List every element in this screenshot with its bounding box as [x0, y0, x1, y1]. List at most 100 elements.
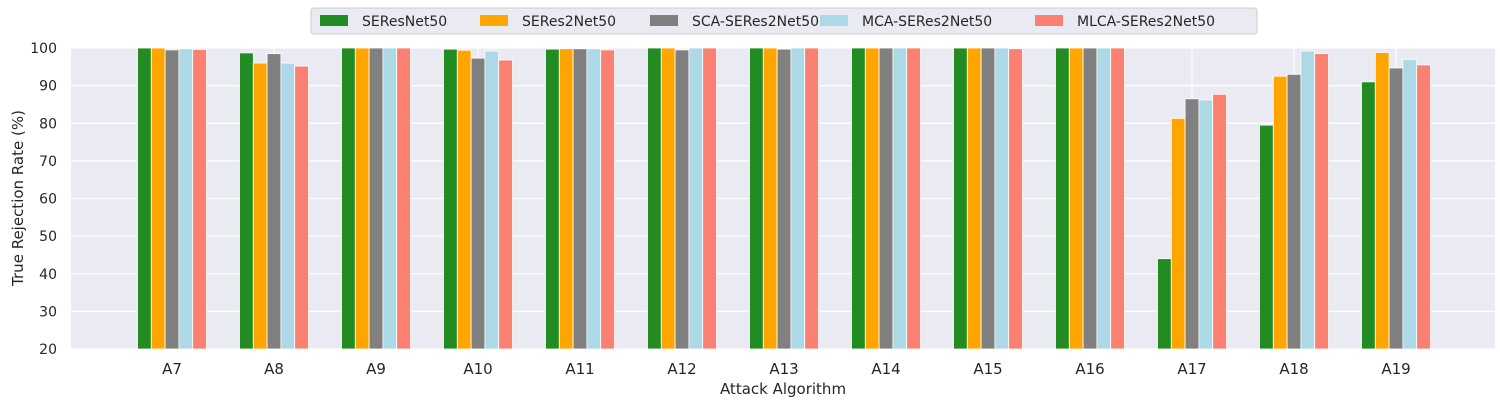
- bar-seres2net50: [252, 62, 268, 350]
- bar-sca-seres2net50: [674, 49, 690, 350]
- bar-mlca-seres2net50: [702, 47, 717, 350]
- bar-mlca-seres2net50: [1008, 48, 1023, 350]
- bar-seresnet50: [647, 47, 662, 350]
- bar-mca-seres2net50: [382, 47, 398, 350]
- x-tick-label: A12: [667, 360, 696, 378]
- x-tick-label: A18: [1279, 360, 1308, 378]
- bar-seres2net50: [1170, 117, 1186, 350]
- legend-label: MCA-SERes2Net50: [862, 14, 992, 30]
- bar-seresnet50: [1157, 258, 1172, 350]
- y-tick-label: 50: [39, 229, 57, 245]
- bar-seres2net50: [1374, 52, 1390, 350]
- bar-seresnet50: [1259, 124, 1274, 350]
- bar-sca-seres2net50: [470, 57, 486, 350]
- y-tick-label: 30: [39, 304, 57, 320]
- bar-sca-seres2net50: [164, 49, 180, 350]
- bar-mlca-seres2net50: [906, 47, 921, 350]
- y-tick-label: 40: [39, 267, 57, 283]
- bar-seres2net50: [1272, 75, 1288, 350]
- x-tick-label: A8: [264, 360, 284, 378]
- bar-mca-seres2net50: [178, 48, 194, 350]
- bar-seresnet50: [953, 47, 968, 350]
- x-axis: A7 A8 A9 A10 A11 A12 A13 A14 A15 A16 A17 A18 A19: [162, 360, 1411, 378]
- bar-sca-seres2net50: [1388, 67, 1404, 350]
- bar-seres2net50: [558, 48, 574, 350]
- x-tick-label: A19: [1381, 360, 1410, 378]
- x-tick-label: A7: [162, 360, 182, 378]
- bar-seresnet50: [851, 47, 866, 350]
- bar-mlca-seres2net50: [192, 49, 207, 350]
- bar-sca-seres2net50: [1082, 47, 1098, 350]
- legend-swatch: [650, 15, 678, 26]
- y-tick-label: 90: [39, 79, 57, 95]
- x-tick-label: A11: [565, 360, 594, 378]
- bar-mca-seres2net50: [1096, 47, 1112, 350]
- bar-seresnet50: [545, 48, 560, 350]
- bar-mca-seres2net50: [994, 47, 1010, 350]
- bar-seresnet50: [137, 47, 152, 350]
- bar-sca-seres2net50: [980, 47, 996, 350]
- bar-seresnet50: [239, 52, 254, 350]
- bar-sca-seres2net50: [1184, 98, 1200, 350]
- bar-sca-seres2net50: [266, 53, 282, 350]
- bar-mca-seres2net50: [1402, 58, 1418, 350]
- legend: SEResNet50 SERes2Net50 SCA-SERes2Net50 MCA-…: [310, 7, 1258, 35]
- x-tick-label: A13: [769, 360, 798, 378]
- bar-seresnet50: [1361, 81, 1376, 350]
- y-tick-label: 100: [30, 41, 57, 57]
- bar-seres2net50: [354, 47, 370, 350]
- bar-seres2net50: [456, 49, 472, 350]
- bars: [137, 47, 1431, 350]
- bar-mlca-seres2net50: [396, 47, 411, 350]
- bar-mlca-seres2net50: [294, 65, 309, 350]
- bar-sca-seres2net50: [368, 47, 384, 350]
- legend-label: MLCA-SERes2Net50: [1077, 14, 1215, 30]
- bar-mca-seres2net50: [688, 47, 704, 350]
- legend-label: SERes2Net50: [522, 14, 616, 30]
- bar-sca-seres2net50: [878, 47, 894, 350]
- legend-swatch: [820, 15, 848, 26]
- bar-seresnet50: [341, 47, 356, 350]
- legend-label: SCA-SERes2Net50: [692, 14, 819, 30]
- x-tick-label: A16: [1075, 360, 1104, 378]
- bar-mca-seres2net50: [1198, 99, 1214, 350]
- bar-seres2net50: [864, 47, 880, 350]
- x-tick-label: A9: [366, 360, 386, 378]
- y-axis: 20 30 40 50 60 70 80 90 100: [30, 41, 57, 358]
- bar-seres2net50: [660, 47, 676, 350]
- y-tick-label: 70: [39, 154, 57, 170]
- bar-sca-seres2net50: [1286, 73, 1302, 350]
- bar-mca-seres2net50: [484, 50, 500, 350]
- bar-mlca-seres2net50: [804, 47, 819, 350]
- bar-mlca-seres2net50: [498, 59, 513, 350]
- x-tick-label: A14: [871, 360, 900, 378]
- bar-seres2net50: [966, 47, 982, 350]
- legend-swatch: [1035, 15, 1063, 26]
- bar-seres2net50: [762, 47, 778, 350]
- bar-mlca-seres2net50: [1212, 93, 1227, 350]
- bar-sca-seres2net50: [572, 48, 588, 350]
- bar-mlca-seres2net50: [1110, 47, 1125, 350]
- legend-swatch: [320, 15, 348, 26]
- y-tick-label: 60: [39, 192, 57, 208]
- bar-seresnet50: [749, 47, 764, 350]
- x-tick-label: A10: [463, 360, 492, 378]
- x-tick-label: A17: [1177, 360, 1206, 378]
- bar-seresnet50: [1055, 47, 1070, 350]
- bar-mca-seres2net50: [790, 47, 806, 350]
- bar-sca-seres2net50: [776, 48, 792, 350]
- legend-label: SEResNet50: [362, 14, 447, 30]
- bar-mlca-seres2net50: [1314, 53, 1329, 350]
- bar-seresnet50: [443, 48, 458, 350]
- bar-mca-seres2net50: [586, 48, 602, 350]
- legend-box: [310, 7, 1258, 35]
- x-axis-label: Attack Algorithm: [720, 380, 846, 398]
- legend-swatch: [480, 15, 508, 26]
- y-tick-label: 20: [39, 342, 57, 358]
- bar-seres2net50: [1068, 47, 1084, 350]
- bar-mca-seres2net50: [280, 62, 296, 350]
- y-axis-label: True Rejection Rate (%): [9, 110, 27, 287]
- bar-mlca-seres2net50: [1416, 64, 1431, 350]
